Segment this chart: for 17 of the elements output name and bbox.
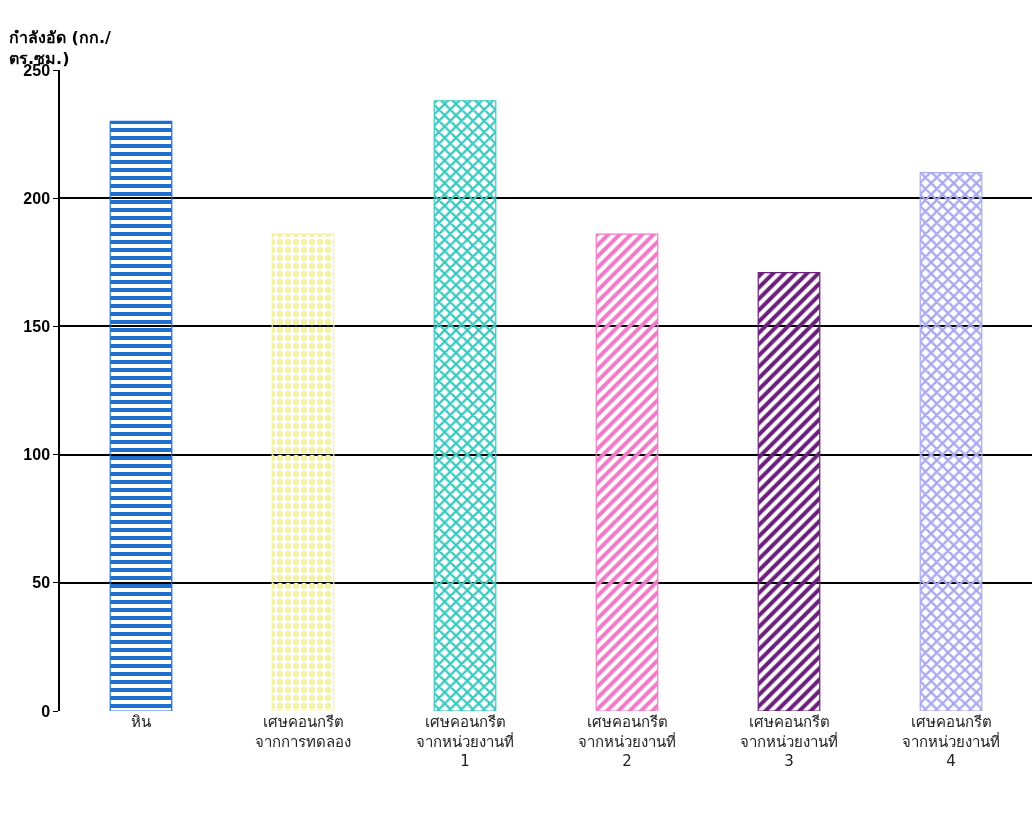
- bar: [919, 171, 983, 711]
- bar: [109, 120, 173, 711]
- y-tick-label: 150: [23, 318, 51, 335]
- x-tick-label: เศษคอนกรีต จากหน่วยงานที่ 4: [902, 713, 1000, 770]
- x-tick-label: เศษคอนกรีต จากหน่วยงานที่ 3: [740, 713, 838, 770]
- y-tick-label: 100: [23, 446, 51, 464]
- x-tick-label: เศษคอนกรีต จากหน่วยงานที่ 1: [416, 713, 514, 770]
- y-tick-label: 50: [32, 574, 51, 592]
- x-tick-label: หิน: [131, 713, 151, 731]
- y-tick-label: 0: [41, 702, 51, 720]
- x-tick-label: เศษคอนกรีต จากหน่วยงานที่ 2: [578, 713, 676, 770]
- bar: [433, 100, 497, 711]
- x-tick-label: เศษคอนกรีต จากการทดลอง: [255, 713, 351, 751]
- y-tick-label: 200: [23, 189, 51, 207]
- bar: [757, 271, 821, 711]
- bar: [595, 233, 659, 711]
- bar: [271, 233, 335, 711]
